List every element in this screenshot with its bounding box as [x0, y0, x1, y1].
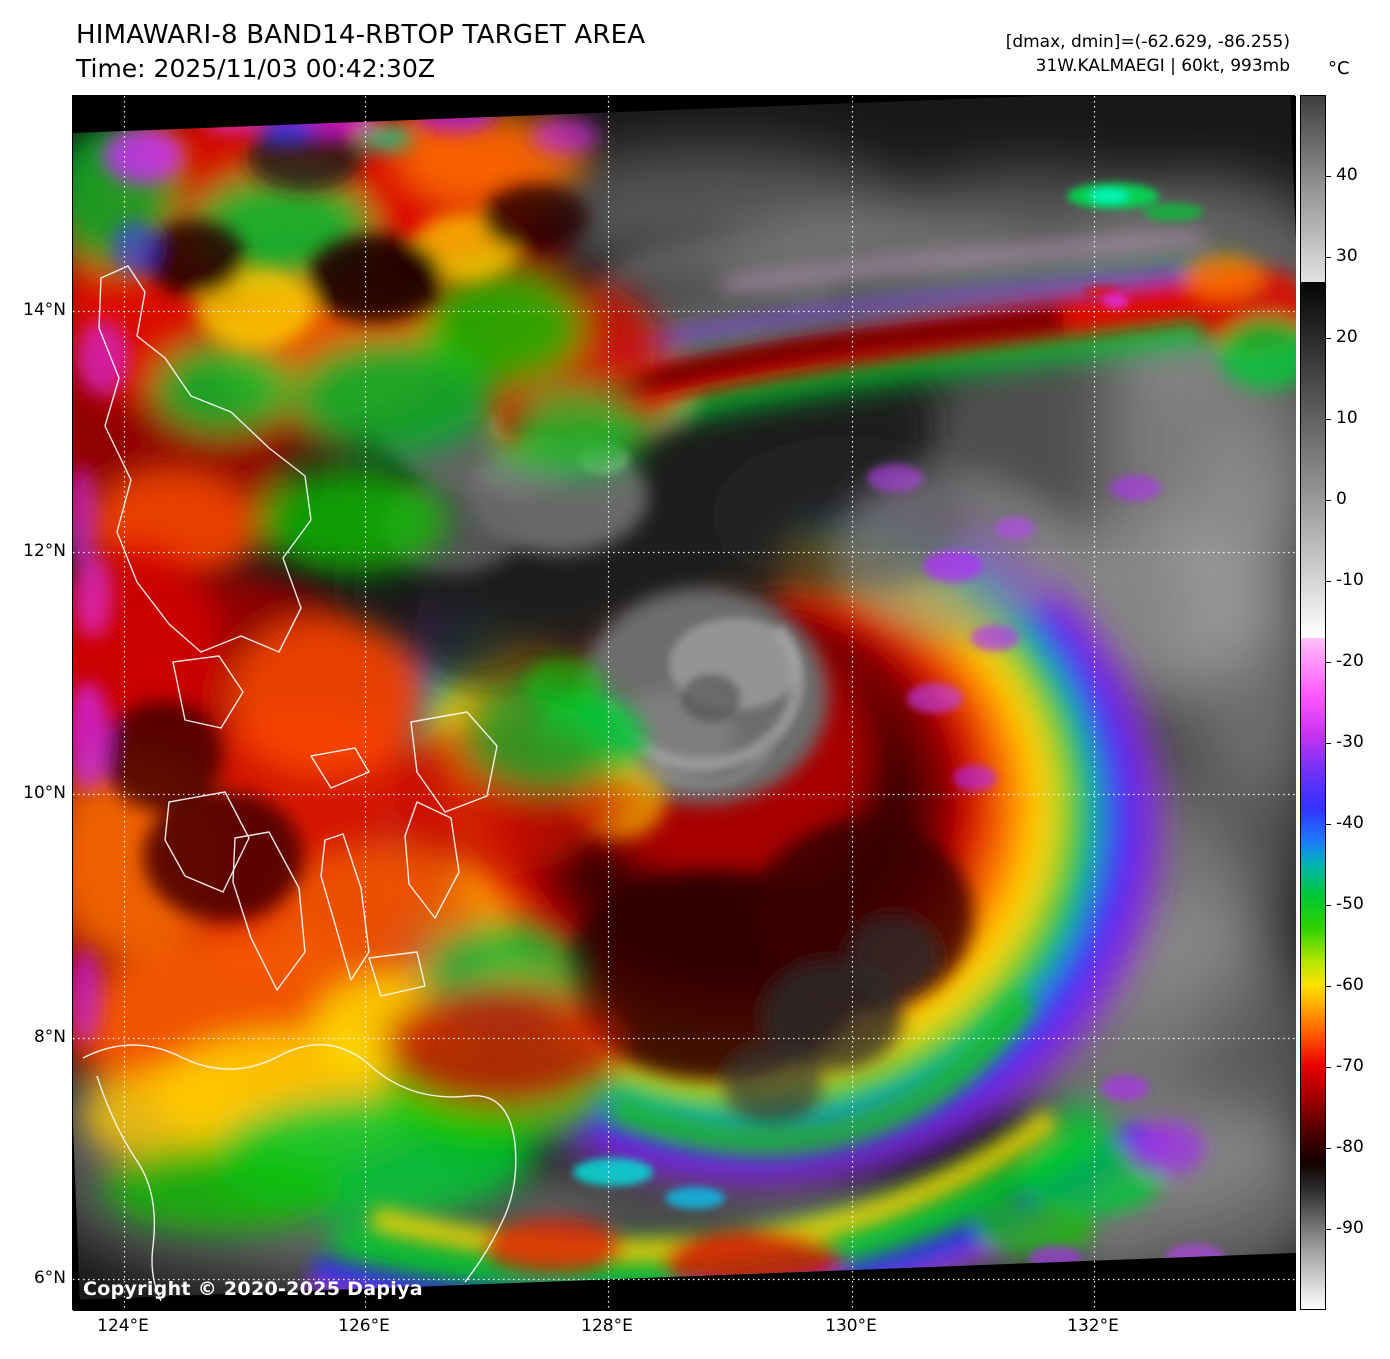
lat-axis-label: 6°N — [33, 1268, 66, 1288]
lat-axis-label: 12°N — [23, 541, 66, 561]
typhoon-deep-cores — [563, 821, 973, 1126]
colorbar-tick-label: 20 — [1336, 327, 1358, 347]
colorbar-tick-label: -40 — [1336, 813, 1364, 833]
lon-axis-label: 124°E — [97, 1316, 149, 1336]
colorbar-tick-label: -80 — [1336, 1137, 1364, 1157]
colorbar-tick — [1326, 1228, 1331, 1230]
lon-axis-label: 132°E — [1067, 1316, 1119, 1336]
colorbar-tick-label: -50 — [1336, 894, 1364, 914]
satellite-data-swath — [73, 96, 1296, 1300]
temperature-colorbar — [1300, 95, 1326, 1310]
colorbar-tick — [1326, 418, 1331, 420]
colorbar-tick-label: 0 — [1336, 489, 1347, 509]
colorbar-tick-label: 40 — [1336, 165, 1358, 185]
colorbar-tick-label: -90 — [1336, 1218, 1364, 1238]
dmax-dmin-readout: [dmax, dmin]=(-62.629, -86.255) — [1005, 32, 1290, 52]
colorbar-tick — [1326, 499, 1331, 501]
colorbar-tick — [1326, 661, 1331, 663]
lat-lon-grid — [73, 96, 1296, 1311]
colorbar-tick — [1326, 580, 1331, 582]
plot-time: Time: 2025/11/03 00:42:30Z — [76, 54, 435, 83]
colorbar-tick — [1326, 256, 1331, 258]
lat-axis-label: 10°N — [23, 783, 66, 803]
coastline-overlay — [82, 265, 517, 1302]
colorbar-gradient — [1301, 96, 1325, 1309]
colorbar-tick-label: -30 — [1336, 732, 1364, 752]
colorbar-tick — [1326, 1147, 1331, 1149]
colorbar-tick — [1326, 1066, 1331, 1068]
satellite-map: Copyright © 2020-2025 Dapiya — [72, 95, 1296, 1311]
cold-specks — [867, 183, 1225, 1272]
colorbar-tick — [1326, 175, 1331, 177]
colorbar-tick-label: 10 — [1336, 408, 1358, 428]
colorbar-tick — [1326, 823, 1331, 825]
colorbar-tick — [1326, 742, 1331, 744]
plot-title: HIMAWARI-8 BAND14-RBTOP TARGET AREA — [76, 20, 646, 50]
copyright-watermark: Copyright © 2020-2025 Dapiya — [83, 1278, 423, 1300]
storm-info-readout: 31W.KALMAEGI | 60kt, 993mb — [1035, 56, 1290, 76]
colorbar-tick-label: 30 — [1336, 246, 1358, 266]
colorbar-unit-label: °C — [1328, 58, 1350, 79]
lon-axis-label: 126°E — [338, 1316, 390, 1336]
satellite-image — [73, 96, 1296, 1311]
colorbar-tick — [1326, 337, 1331, 339]
colorbar-tick — [1326, 904, 1331, 906]
lat-axis-label: 8°N — [33, 1027, 66, 1047]
lon-axis-label: 130°E — [825, 1316, 877, 1336]
colorbar-tick-label: -70 — [1336, 1056, 1364, 1076]
lon-axis-label: 128°E — [581, 1316, 633, 1336]
colorbar-tick-label: -20 — [1336, 651, 1364, 671]
lat-axis-label: 14°N — [23, 300, 66, 320]
colorbar-tick-label: -60 — [1336, 975, 1364, 995]
colorbar-tick-label: -10 — [1336, 570, 1364, 590]
colorbar-tick — [1326, 985, 1331, 987]
